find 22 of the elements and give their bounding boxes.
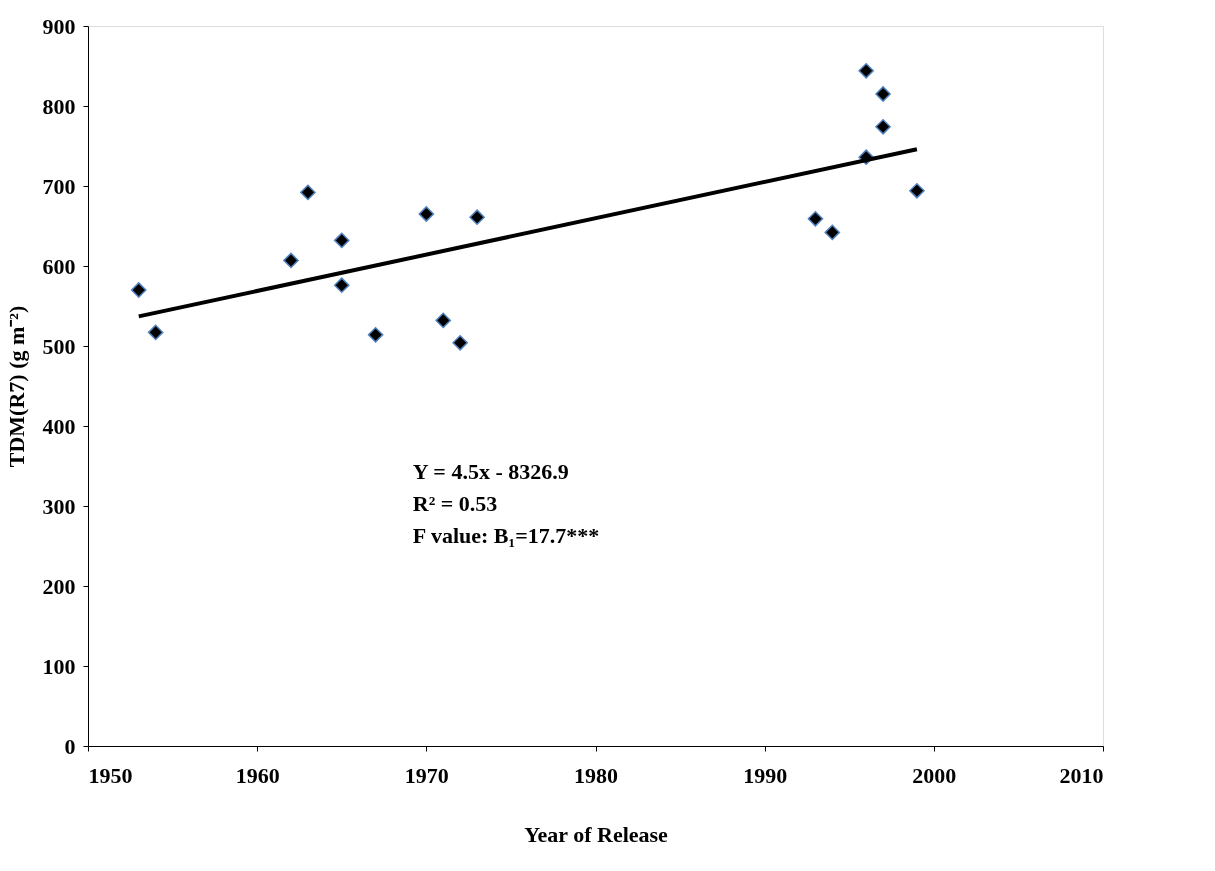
x-tick-label: 1970 [404, 762, 449, 788]
y-tick-label: 900 [42, 13, 76, 39]
y-tick-label: 200 [42, 573, 76, 599]
annotation: F value: B₁=17.7*** [412, 523, 600, 549]
x-tick-label: 1960 [235, 762, 280, 788]
y-tick-label: 500 [42, 333, 76, 359]
annotation: R² = 0.53 [412, 491, 498, 517]
x-tick-label: 1950 [88, 762, 133, 788]
x-axis-title: Year of Release [524, 821, 669, 847]
x-tick-label: 2000 [912, 762, 957, 788]
y-tick-label: 700 [42, 173, 76, 199]
y-tick-label: 800 [42, 93, 76, 119]
x-tick-label: 2010 [1059, 762, 1104, 788]
y-axis-title: TDM(R7) (g m⁻²) [3, 305, 29, 468]
x-tick-label: 1990 [743, 762, 788, 788]
y-tick-label: 300 [42, 493, 76, 519]
y-tick-label: 400 [42, 413, 76, 439]
x-tick-label: 1980 [574, 762, 618, 788]
annotation: Y = 4.5x - 8326.9 [412, 459, 569, 485]
y-tick-label: 100 [42, 653, 76, 679]
y-tick-label: 0 [64, 733, 76, 759]
y-tick-label: 600 [42, 253, 76, 279]
